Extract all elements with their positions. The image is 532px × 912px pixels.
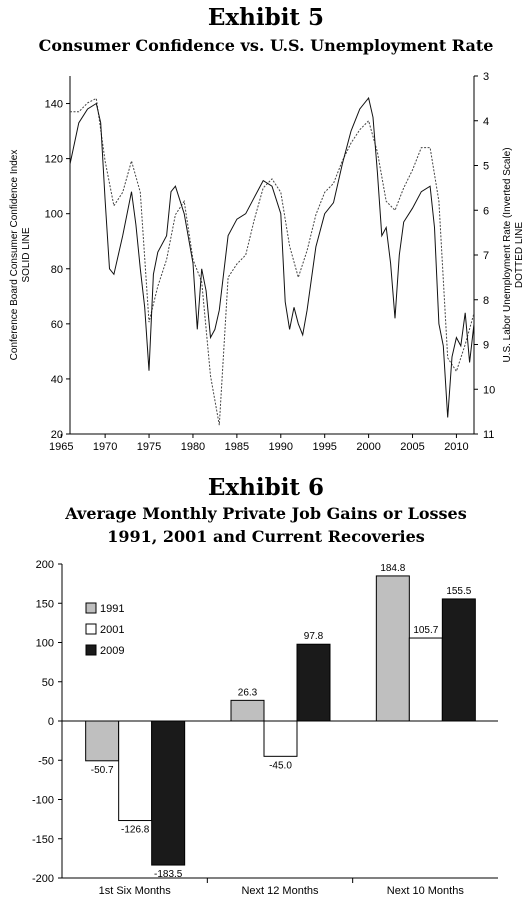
bar-2001 (408, 637, 443, 722)
right-y-tick-label: 3 (483, 71, 489, 83)
bar-1991 (375, 575, 410, 722)
category-label: Next 12 Months (241, 885, 319, 897)
bar-value-label: 97.8 (304, 631, 324, 642)
x-tick-label: 2010 (444, 441, 468, 453)
exhibit6-title: Exhibit 6 (207, 474, 325, 501)
legend-label-2001: 2001 (100, 624, 124, 636)
x-tick-label: 1975 (137, 441, 161, 453)
left-y-tick-label: 60 (51, 319, 63, 331)
legend-swatch-2009 (85, 644, 97, 656)
left-y-tick-label: 140 (45, 99, 63, 111)
category-label: 1st Six Months (99, 885, 172, 897)
exhibit6-subtitle-line2: 1991, 2001 and Current Recoveries (107, 527, 425, 546)
bar-y-tick-label: 150 (36, 598, 54, 610)
right-axis-subtitle: DOTTED LINE (514, 222, 525, 288)
x-tick-label: 2005 (400, 441, 424, 453)
bar-value-label: -126.8 (121, 825, 150, 836)
exhibit5-subtitle: Consumer Confidence vs. U.S. Unemploymen… (38, 36, 494, 55)
bar-value-label: -50.7 (91, 765, 114, 776)
bar-y-tick-label: -150 (32, 834, 54, 846)
x-tick-label: 1995 (312, 441, 336, 453)
bar-2001 (118, 720, 153, 822)
x-tick-label: 1985 (225, 441, 249, 453)
unemployment-dotted-line (70, 97, 475, 426)
left-y-tick-label: 20 (51, 429, 63, 441)
left-y-tick-label: 80 (51, 264, 63, 276)
bar-1991 (85, 720, 120, 762)
right-y-tick-label: 10 (483, 384, 495, 396)
exhibit5-title: Exhibit 5 (207, 4, 325, 31)
left-y-tick-label: 120 (45, 154, 63, 166)
right-axis-title: U.S. Labor Unemployment Rate (Inverted S… (502, 147, 513, 362)
bar-value-label: 184.8 (380, 563, 405, 574)
right-y-tick-label: 7 (483, 250, 489, 262)
bar-2001 (263, 720, 298, 757)
right-y-tick-label: 8 (483, 295, 489, 307)
right-y-tick-label: 5 (483, 161, 489, 173)
bar-2009 (296, 643, 331, 722)
right-y-tick-label: 11 (483, 429, 494, 441)
exhibit6-subtitle: Average Monthly Private Job Gains or Los… (0, 502, 532, 548)
bar-y-tick-label: -100 (32, 795, 54, 807)
bar-2009 (151, 720, 186, 866)
right-y-tick-label: 6 (483, 205, 489, 217)
bar-y-tick-label: 50 (42, 677, 54, 689)
bar-y-tick-label: 100 (36, 638, 54, 650)
bar-value-label: -45.0 (269, 760, 292, 771)
category-label: Next 10 Months (387, 885, 465, 897)
bar-value-label: 155.5 (446, 586, 471, 597)
legend-swatch-2001 (85, 623, 97, 635)
bar-y-tick-label: 0 (48, 716, 54, 728)
x-tick-label: 2000 (356, 441, 380, 453)
left-axis-subtitle: SOLID LINE (21, 227, 32, 282)
bar-y-tick-label: 200 (36, 559, 54, 571)
bar-value-label: 105.7 (413, 625, 438, 636)
bar-value-label: 26.3 (238, 687, 258, 698)
bar-y-tick-label: -50 (38, 755, 54, 767)
bar-1991 (230, 699, 265, 722)
x-tick-label: 1965 (49, 441, 73, 453)
left-axis-title: Conference Board Consumer Confidence Ind… (9, 150, 20, 361)
left-y-tick-label: 100 (45, 209, 63, 221)
right-y-tick-label: 4 (483, 116, 489, 128)
legend-label-2009: 2009 (100, 645, 124, 657)
bar-y-tick-label: -200 (32, 873, 54, 885)
x-tick-label: 1980 (181, 441, 205, 453)
bar-value-label: -183.5 (154, 869, 183, 880)
exhibit6-subtitle-line1: Average Monthly Private Job Gains or Los… (65, 504, 467, 523)
x-tick-label: 1990 (269, 441, 293, 453)
legend-swatch-1991 (85, 602, 97, 614)
confidence-solid-line (69, 96, 475, 418)
right-y-tick-label: 9 (483, 340, 489, 352)
left-y-tick-label: 40 (51, 374, 63, 386)
bar-2009 (441, 598, 476, 722)
x-tick-label: 1970 (93, 441, 117, 453)
legend-label-1991: 1991 (100, 603, 124, 615)
